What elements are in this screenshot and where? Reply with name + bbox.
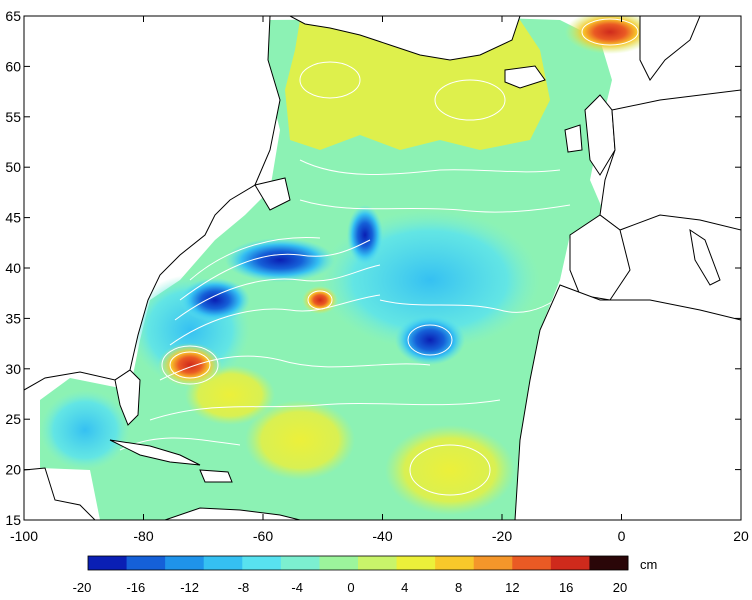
x-tick-label: 20 (733, 528, 749, 544)
iceland (504, 65, 546, 89)
warm-patch-southeast (385, 425, 515, 515)
colorbar-tick-label: -16 (126, 580, 145, 595)
colorbar-tick-label: 0 (347, 580, 354, 595)
x-tick-label: -100 (10, 528, 38, 544)
colorbar-swatch (126, 556, 166, 570)
map-field (40, 16, 655, 520)
colorbar-swatch (242, 556, 282, 570)
warm-patch-north-sea (565, 16, 655, 54)
colorbar-swatch (550, 556, 590, 570)
colorbar-tick-label: -12 (180, 580, 199, 595)
cold-eddy-north (347, 205, 383, 265)
y-tick-label: 50 (5, 159, 21, 175)
cuba (109, 439, 201, 466)
y-tick-label: 35 (5, 310, 21, 326)
colorbar-unit: cm (640, 557, 657, 572)
colorbar-tick-label: -4 (291, 580, 303, 595)
colorbar-swatch (88, 556, 128, 570)
ireland (564, 124, 583, 153)
land (24, 16, 741, 520)
x-tick-label: -60 (253, 528, 273, 544)
south-america (164, 507, 301, 520)
x-tick-label: -40 (372, 528, 392, 544)
scandinavia (639, 16, 701, 81)
y-tick-label: 30 (5, 361, 21, 377)
italy (689, 228, 721, 286)
warm-eddy-mid-atlantic (302, 286, 338, 314)
colorbar-tick-label: 8 (455, 580, 462, 595)
colorbar-tick-label: 16 (559, 580, 573, 595)
colorbar-tick-label: 20 (613, 580, 627, 595)
y-tick-label: 20 (5, 462, 21, 478)
y-tick-label: 60 (5, 58, 21, 74)
europe (599, 89, 741, 231)
colorbar-swatch (512, 556, 552, 570)
colorbar-swatch (435, 556, 475, 570)
y-tick-label: 65 (5, 8, 21, 24)
warm-patch-south-central (245, 400, 355, 480)
y-tick-label: 40 (5, 260, 21, 276)
colorbar-swatch (319, 556, 359, 570)
x-tick-label: 0 (618, 528, 626, 544)
y-tick-label: 25 (5, 411, 21, 427)
colorbar-tick-label: 4 (401, 580, 408, 595)
colorbar-swatch (358, 556, 398, 570)
colorbar-tick-label: 12 (505, 580, 519, 595)
colorbar: -20 -16 -12 -8 -4 0 4 8 12 16 20 (73, 555, 629, 595)
florida (114, 369, 141, 426)
x-axis: -100 -80 -60 -40 -20 0 20 (10, 16, 749, 544)
africa (514, 284, 741, 520)
y-tick-label: 55 (5, 109, 21, 125)
hispaniola (199, 469, 233, 483)
colorbar-tick-label: -20 (73, 580, 92, 595)
contour-lines (119, 18, 639, 496)
colorbar-swatch (589, 556, 629, 570)
yucatan-central-america (24, 467, 96, 520)
cold-eddy-west (180, 278, 250, 322)
y-axis: 15 20 25 30 35 40 45 50 55 60 65 (5, 8, 741, 528)
colorbar-swatch (473, 556, 513, 570)
x-tick-label: -80 (133, 528, 153, 544)
cool-band-gulf (40, 390, 130, 470)
colorbar-swatch (165, 556, 205, 570)
y-tick-label: 45 (5, 210, 21, 226)
cold-eddy-gulf-stream (225, 238, 335, 282)
iberia (569, 214, 631, 301)
colorbar-swatch (203, 556, 243, 570)
warm-eddy-gulf-stream (158, 343, 222, 387)
colorbar-swatch (280, 556, 320, 570)
x-tick-label: -20 (492, 528, 512, 544)
cold-eddy-central (395, 315, 465, 365)
greenland (289, 16, 521, 61)
colorbar-tick-label: -8 (238, 580, 250, 595)
newfoundland (254, 177, 291, 211)
colorbar-swatch (396, 556, 436, 570)
north-america (24, 16, 281, 391)
y-tick-label: 15 (5, 512, 21, 528)
colorbar-frame (87, 555, 629, 571)
